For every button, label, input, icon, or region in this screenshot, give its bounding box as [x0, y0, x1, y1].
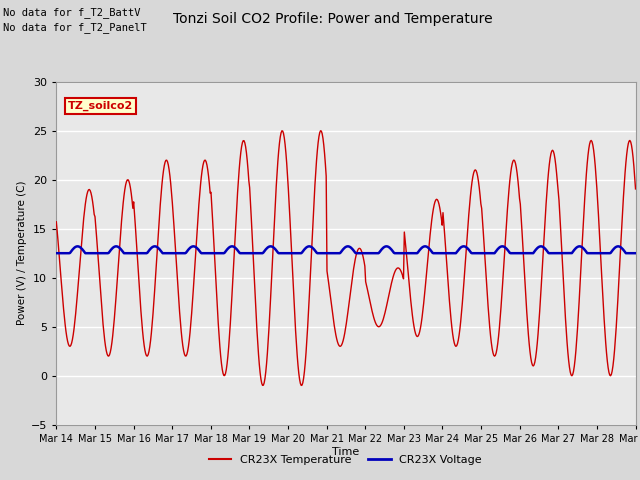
Text: TZ_soilco2: TZ_soilco2 — [68, 100, 133, 111]
Text: No data for f_T2_PanelT: No data for f_T2_PanelT — [3, 22, 147, 33]
Text: Tonzi Soil CO2 Profile: Power and Temperature: Tonzi Soil CO2 Profile: Power and Temper… — [173, 12, 492, 26]
Text: No data for f_T2_BattV: No data for f_T2_BattV — [3, 7, 141, 18]
X-axis label: Time: Time — [332, 446, 360, 456]
Legend: CR23X Temperature, CR23X Voltage: CR23X Temperature, CR23X Voltage — [205, 451, 486, 469]
Y-axis label: Power (V) / Temperature (C): Power (V) / Temperature (C) — [17, 181, 27, 325]
